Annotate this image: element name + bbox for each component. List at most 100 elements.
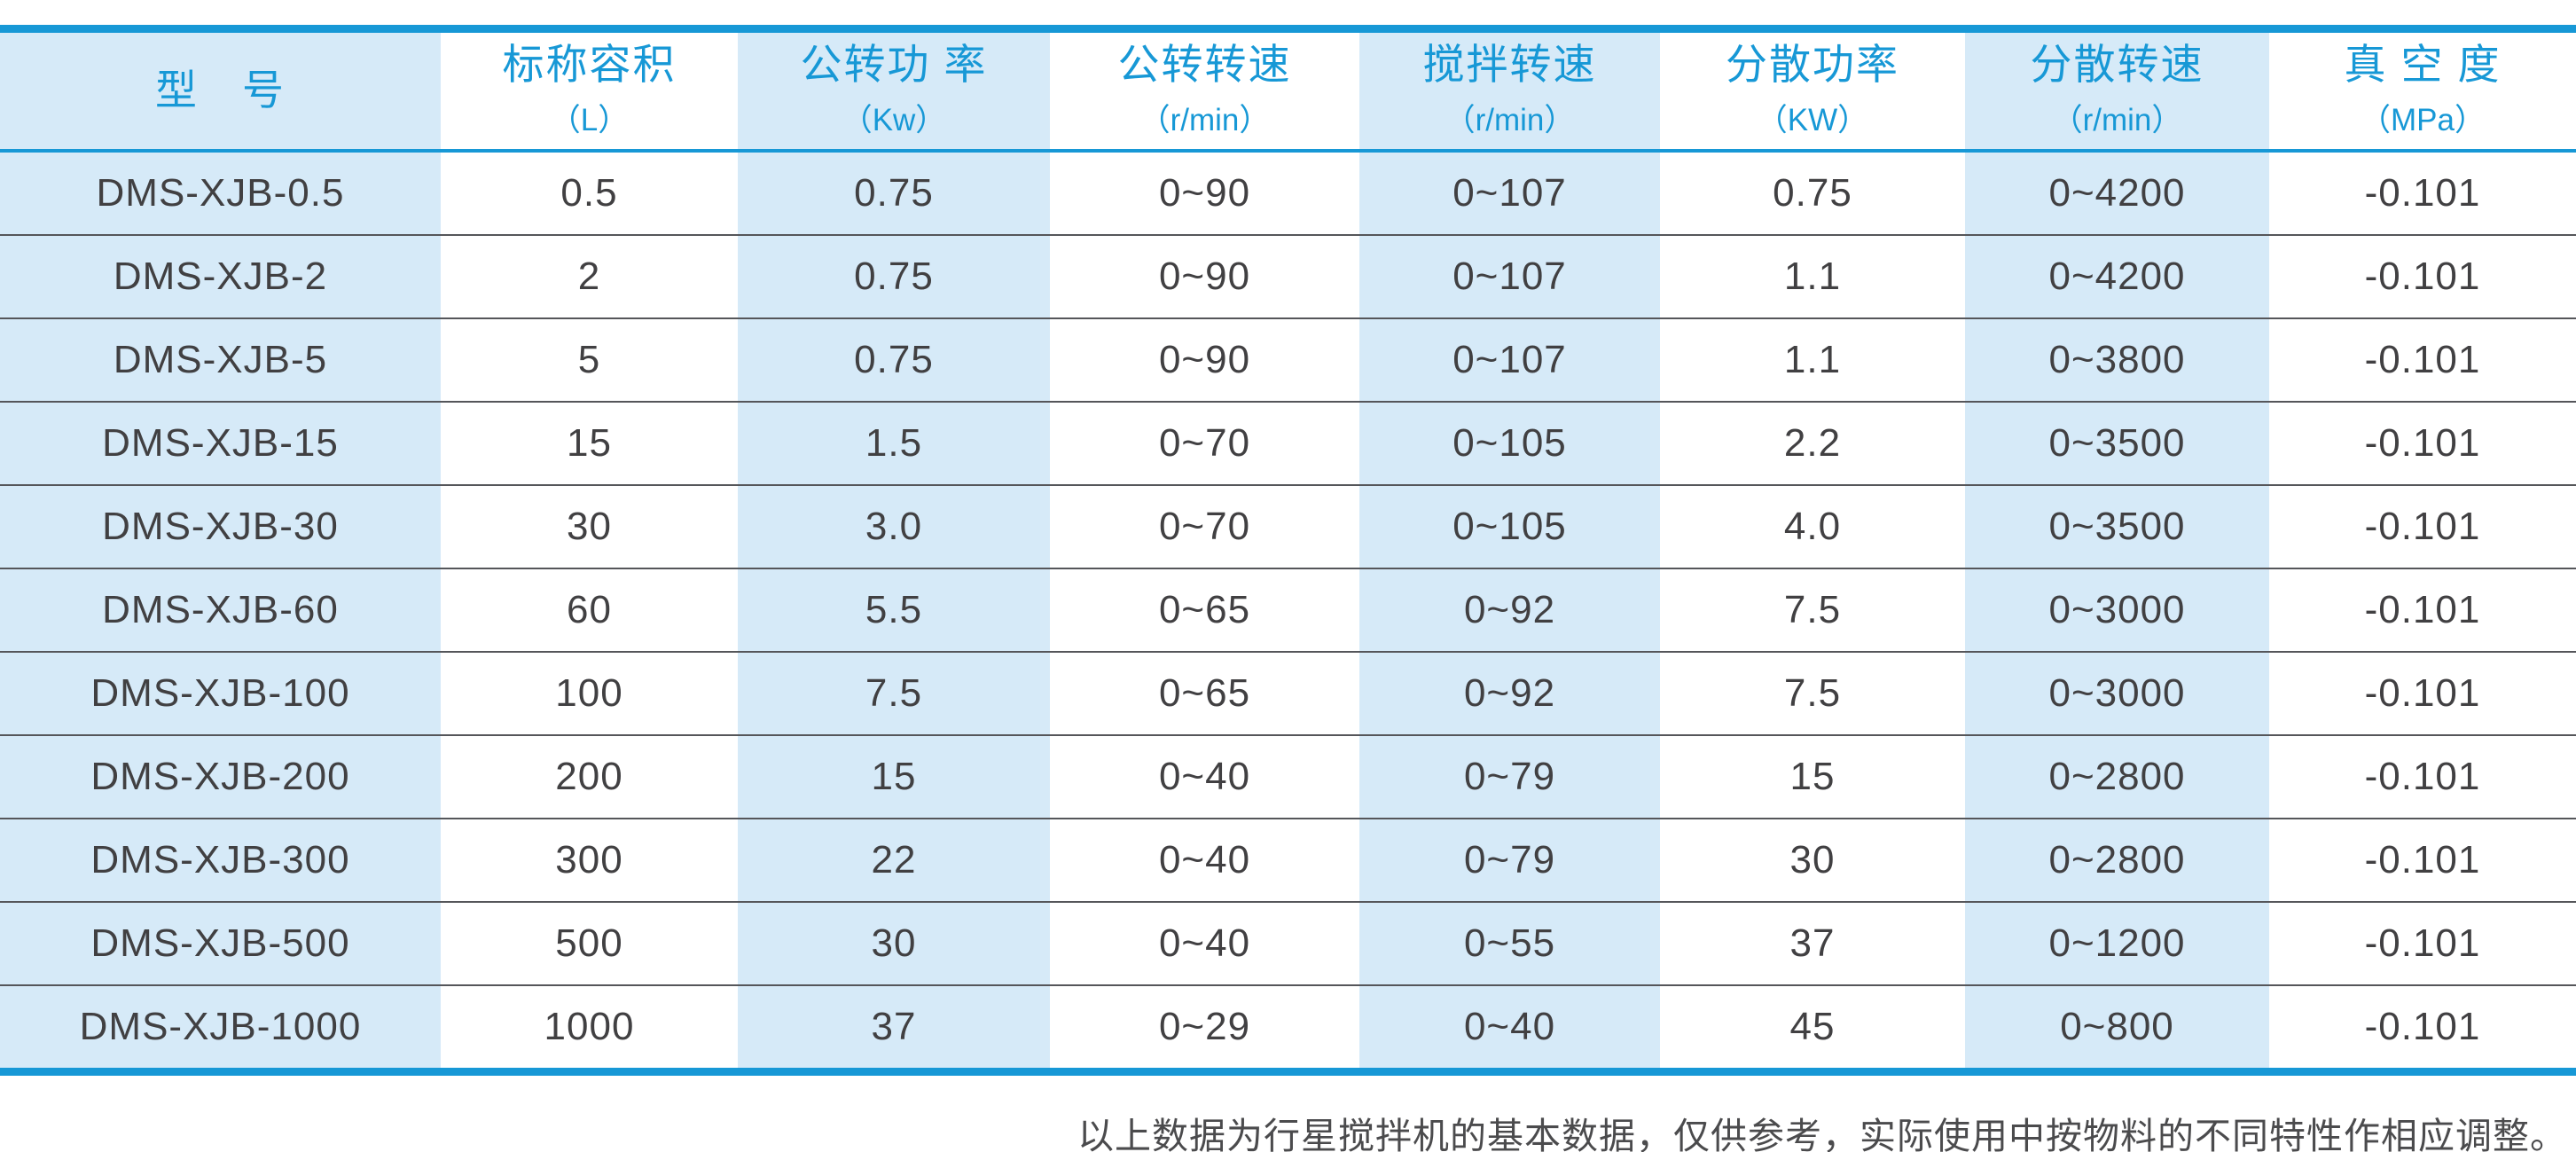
cell-value: 0.75	[738, 235, 1050, 319]
cell-value: 30	[441, 485, 738, 569]
cell-value: -0.101	[2269, 568, 2576, 653]
table-header: 型 号 标称容积 （L） 公转功 率 （Kw） 公转转速 （r/min） 搅拌转速 （r/min…	[0, 33, 2576, 153]
cell-value: 0~107	[1359, 151, 1660, 236]
cell-value: 0~3800	[1965, 318, 2269, 403]
column-label: 搅拌转速	[1422, 40, 1597, 88]
cell-value: -0.101	[2269, 902, 2576, 986]
cell-value: 7.5	[1660, 652, 1965, 736]
cell-value: -0.101	[2364, 1005, 2481, 1048]
cell-model: DMS-XJB-2	[0, 235, 441, 319]
column-header-1: 标称容积 （L）	[441, 33, 738, 153]
column-label: 分散转速	[2030, 40, 2204, 88]
cell-value: 2.2	[1660, 402, 1965, 486]
cell-value: 0~65	[1050, 652, 1359, 736]
cell-value: 30	[1660, 819, 1965, 903]
cell-model: DMS-XJB-500	[0, 902, 441, 986]
cell-value: 2	[441, 235, 738, 319]
cell-value: 0~92	[1359, 652, 1660, 736]
table-row: DMS-XJB-2 2 0.75 0~90 0~107 1.1 0~4200 -0.101	[0, 235, 2576, 319]
cell-value: 0~92	[1359, 568, 1660, 653]
table-row: DMS-XJB-60 60 5.5 0~65 0~92 7.5 0~3000 -0.101	[0, 568, 2576, 653]
cell-value: -0.101	[2269, 735, 2576, 819]
cell-value: 22	[738, 819, 1050, 903]
cell-value: -0.101	[2269, 151, 2576, 236]
cell-value: 3.0	[738, 485, 1050, 569]
column-unit: （MPa）	[2360, 103, 2486, 138]
cell-value: -0.101	[2269, 235, 2576, 319]
column-unit: （r/min）	[1444, 103, 1576, 138]
column-unit: （r/min）	[2051, 103, 2183, 138]
cell-value: 0~79	[1359, 735, 1660, 819]
top-divider	[0, 25, 2576, 33]
table-row: DMS-XJB-5 5 0.75 0~90 0~107 1.1 0~3800 -0.101	[0, 318, 2576, 403]
table-row: DMS-XJB-30 30 3.0 0~70 0~105 4.0 0~3500 -0.101	[0, 485, 2576, 569]
cell-value: 200	[441, 735, 738, 819]
cell-value: 4.0	[1660, 485, 1965, 569]
column-unit: （Kw）	[841, 103, 947, 138]
column-unit: （r/min）	[1139, 103, 1271, 138]
cell-value: 0~4200	[1965, 235, 2269, 319]
table-row: DMS-XJB-1000 1000 37 0~29 0~40 45 0~800 -0.101	[0, 985, 2576, 1068]
cell-value: 30	[738, 902, 1050, 986]
column-unit: （KW）	[1756, 103, 1869, 138]
table-body: DMS-XJB-0.5 0.5 0.75 0~90 0~107 0.75 0~4200 -0.…	[0, 151, 2576, 1068]
column-header-4: 搅拌转速 （r/min）	[1359, 33, 1660, 153]
cell-value: 0~79	[1359, 819, 1660, 903]
cell-value: -0.101	[2269, 318, 2576, 403]
cell-value: -0.101	[2269, 402, 2576, 486]
cell-value: 0~4200	[1965, 151, 2269, 236]
column-label: 型 号	[155, 67, 286, 114]
cell-value: 15	[441, 402, 738, 486]
cell-value: 100	[441, 652, 738, 736]
cell-value: 0~1200	[1965, 902, 2269, 986]
cell-value: 60	[441, 568, 738, 653]
cell-model: DMS-XJB-5	[0, 318, 441, 403]
cell-value: 0~107	[1359, 318, 1660, 403]
cell-value: 0~105	[1359, 402, 1660, 486]
cell-value: 0~3500	[1965, 402, 2269, 486]
cell-value: 0~65	[1050, 568, 1359, 653]
cell-value: 0~105	[1359, 485, 1660, 569]
cell-value: 0~40	[1050, 902, 1359, 986]
cell-value: 0.75	[1660, 151, 1965, 236]
cell-model: DMS-XJB-100	[0, 652, 441, 736]
table-row: DMS-XJB-15 15 1.5 0~70 0~105 2.2 0~3500 -0.101	[0, 402, 2576, 486]
footnote: 以上数据为行星搅拌机的基本数据，仅供参考，实际使用中按物料的不同特性作相应调整。	[1077, 1115, 2567, 1152]
column-header-5: 分散功率 （KW）	[1660, 33, 1965, 153]
cell-model: DMS-XJB-0.5	[0, 151, 441, 236]
column-label: 真 空 度	[2344, 40, 2502, 88]
cell-value: 0~29	[1158, 1005, 1251, 1048]
cell-value: 7.5	[738, 652, 1050, 736]
cell-value: 15	[738, 735, 1050, 819]
cell-value: 1000	[544, 1005, 635, 1048]
cell-value: 0~40	[1359, 985, 1660, 1068]
cell-value: 0~70	[1050, 485, 1359, 569]
cell-value: -0.101	[2269, 819, 2576, 903]
cell-value: 0~2800	[1965, 819, 2269, 903]
cell-value: 0~3000	[1965, 652, 2269, 736]
cell-value: -0.101	[2269, 485, 2576, 569]
table-row: DMS-XJB-200 200 15 0~40 0~79 15 0~2800 -0.101	[0, 735, 2576, 819]
cell-value: 45	[1789, 1005, 1836, 1048]
cell-value: 5	[441, 318, 738, 403]
cell-value: 300	[441, 819, 738, 903]
cell-value: 0~3000	[1965, 568, 2269, 653]
cell-value: 5.5	[738, 568, 1050, 653]
cell-model: DMS-XJB-1000	[0, 985, 441, 1068]
column-header-0: 型 号	[0, 33, 441, 153]
cell-value: 0~40	[1050, 735, 1359, 819]
column-label: 公转转速	[1117, 40, 1292, 88]
cell-value: 0~90	[1050, 151, 1359, 236]
table-row: DMS-XJB-300 300 22 0~40 0~79 30 0~2800 -0.101	[0, 819, 2576, 903]
cell-value: 37	[1660, 902, 1965, 986]
cell-value: 0.5	[441, 151, 738, 236]
cell-value: 0~800	[1965, 985, 2269, 1068]
cell-value: 0~70	[1050, 402, 1359, 486]
cell-value: 0~55	[1359, 902, 1660, 986]
cell-value: 0~90	[1050, 235, 1359, 319]
planetary-mixer-spec-table: 型 号 标称容积 （L） 公转功 率 （Kw） 公转转速 （r/min） 搅拌转速 （r/min…	[0, 33, 2576, 1068]
cell-value: 0.75	[738, 318, 1050, 403]
cell-value: -0.101	[2269, 652, 2576, 736]
column-unit: （L）	[549, 103, 630, 138]
